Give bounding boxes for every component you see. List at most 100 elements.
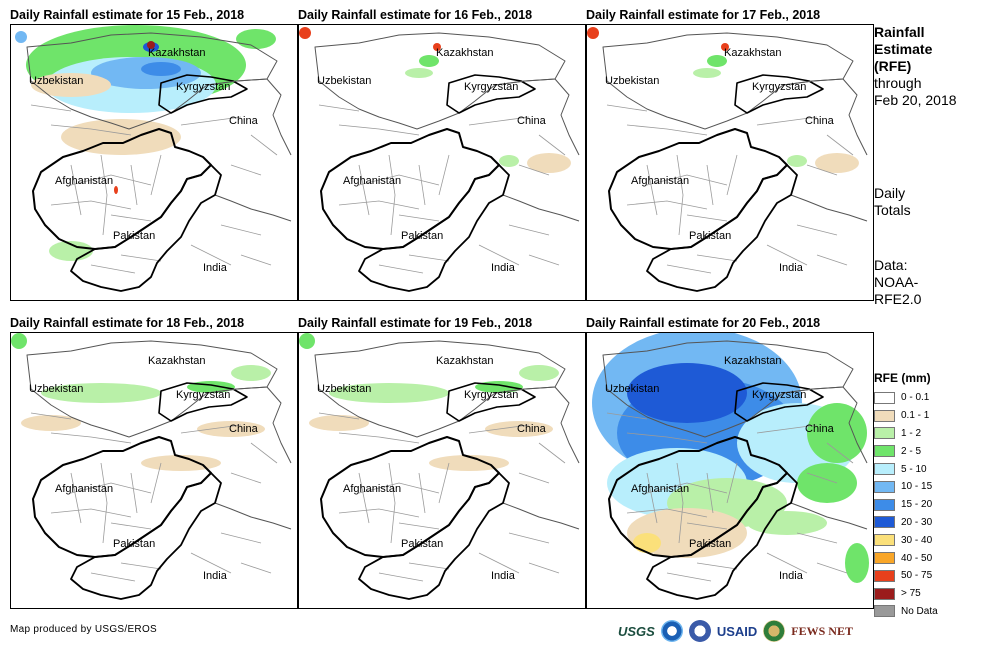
legend-label: No Data [901,605,938,617]
country-border [446,382,536,422]
admin-boundary [90,264,136,274]
country-label-pakistan: Pakistan [113,230,156,242]
country-border [494,78,580,156]
admin-boundary [338,124,420,136]
rainfall-area [114,186,118,194]
country-label-pakistan: Pakistan [113,538,156,550]
country-border [26,32,278,130]
country-label-kyrgyzstan: Kyrgyzstan [464,389,519,401]
legend-item: 0 - 0.1 [874,389,938,407]
admin-boundary [408,562,450,570]
panel-title: Daily Rainfall estimate for 19 Feb., 201… [298,316,533,330]
country-border [320,128,500,250]
admin-boundary [230,164,262,176]
admin-boundary [676,462,684,544]
admin-boundary [478,244,520,266]
partner-logos: USGS USAID FEWS NET [618,617,853,645]
rainfall-area [787,155,807,167]
country-border [782,78,868,156]
data-source-line: NOAA- [874,274,919,290]
country-label-kazakhstan: Kazakhstan [436,47,494,59]
country-border [502,502,580,530]
admin-boundary [538,442,566,464]
country-label-uzbekistan: Uzbekistan [605,383,660,395]
panel-title: Daily Rainfall estimate for 18 Feb., 201… [10,316,245,330]
admin-boundary [30,412,72,420]
admin-boundary [508,224,550,236]
admin-boundary [130,472,138,514]
admin-boundary [70,164,82,216]
legend-swatch [874,463,895,476]
map-credit: Map produced by USGS/EROS [10,624,158,635]
legend-item: 20 - 30 [874,514,938,532]
admin-boundary [686,214,728,222]
rainfall-area [141,62,181,76]
rainfall-area [299,27,311,39]
rainfall-map: Kazakhstan Uzbekistan Kyrgyzstan China Afgha… [298,24,586,301]
map-canvas [587,27,868,292]
country-border [734,382,824,422]
country-label-kazakhstan: Kazakhstan [436,355,494,367]
rainfall-area [721,43,729,51]
admin-boundary [438,462,450,504]
legend-item: No Data [874,603,938,621]
admin-boundary [826,134,854,156]
noaa-logo [660,620,683,642]
country-border [446,74,536,114]
admin-boundary [686,522,728,530]
admin-boundary [418,164,426,206]
rainfall-area [299,333,315,349]
admin-boundary [398,214,440,222]
rainfall-area [485,421,553,437]
admin-boundary [518,164,550,176]
admin-boundary [150,462,162,504]
country-border [734,74,824,114]
daily-line: Daily [874,185,906,201]
country-border [320,436,500,558]
admin-boundary [766,552,808,574]
rainfall-area [429,455,509,471]
admin-boundary [816,562,848,574]
admin-boundary [646,482,728,494]
legend-label: 10 - 15 [901,481,933,493]
country-label-afghanistan: Afghanistan [631,175,690,187]
usaid-logo: USAID [716,623,758,639]
admin-boundary [518,472,550,484]
admin-boundary [120,254,162,262]
admin-boundary [706,164,714,206]
country-border [790,194,868,222]
legend-item: 0.1 - 1 [874,407,938,425]
country-label-uzbekistan: Uzbekistan [317,383,372,395]
legend-label: 2 - 5 [901,445,922,457]
legend-label: > 75 [901,588,921,600]
country-border [502,194,580,222]
admin-boundary [190,552,232,574]
admin-boundary [338,508,420,518]
country-label-india: India [779,262,803,274]
rainfall-area [141,455,221,471]
country-label-india: India [491,570,515,582]
country-border [314,340,566,438]
admin-boundary [250,442,278,464]
country-label-india: India [203,262,227,274]
admin-boundary [706,472,714,514]
rainfall-area [231,365,271,381]
legend-title: RFE (mm) [874,371,931,385]
admin-boundary [190,244,232,266]
rainfall-area [405,68,433,78]
admin-boundary [358,174,440,186]
country-border [782,386,868,464]
fews-net-logo: FEWS NET [791,623,853,638]
rainfall-area [845,543,869,583]
legend-item: 30 - 40 [874,531,938,549]
admin-boundary [626,200,708,210]
legend-rows: 0 - 0.1 0.1 - 1 1 - 2 2 - 5 5 - 10 10 - 15 15 … [874,389,938,620]
country-label-kazakhstan: Kazakhstan [148,47,206,59]
admin-boundary [606,412,648,420]
admin-boundary [796,224,838,236]
product-title-line: Rainfall [874,24,925,40]
admin-boundary [468,424,530,434]
country-label-pakistan: Pakistan [401,230,444,242]
through-line: through [874,75,922,91]
legend-label: 20 - 30 [901,516,933,528]
